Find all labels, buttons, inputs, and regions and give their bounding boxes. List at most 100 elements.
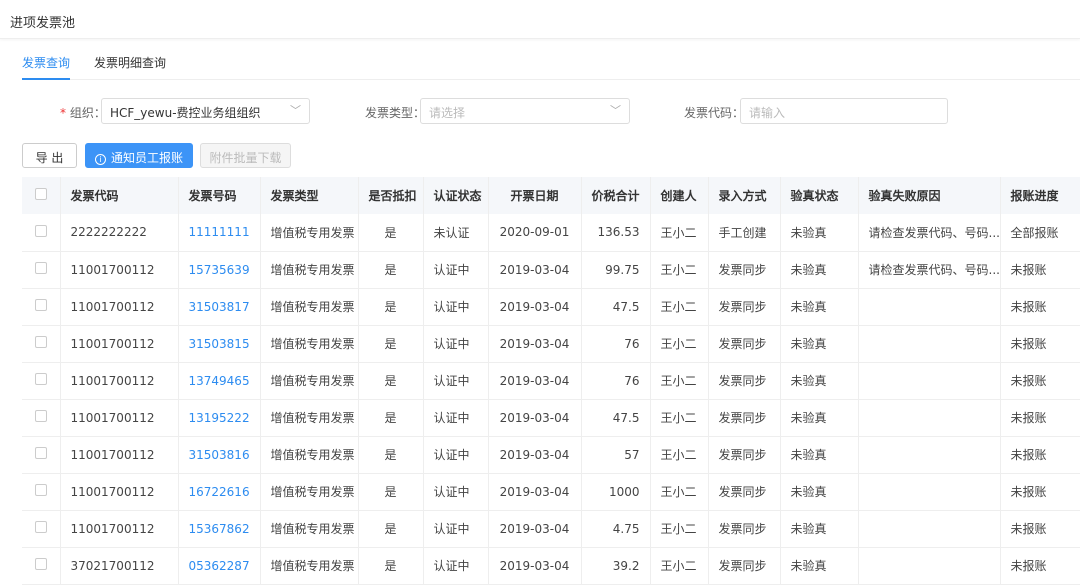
tab-invoice-query[interactable]: 发票查询: [22, 40, 71, 80]
table-cell: 增值税专用发票: [260, 510, 359, 548]
invoice-number-link[interactable]: 05362287: [178, 547, 261, 585]
table-row[interactable]: 11001700112 15735639 增值税专用发票是认证中 2019-03-04…: [22, 251, 1080, 289]
table-cell: 王小二: [650, 288, 709, 326]
row-checkbox[interactable]: [22, 473, 61, 511]
table-cell: 2019-03-04: [488, 362, 582, 400]
table-cell: 2020-09-01: [488, 214, 582, 252]
column-header: 是否抵扣: [358, 177, 424, 214]
table-cell: 认证中: [423, 547, 489, 585]
tab-invoice-detail-query[interactable]: 发票明细查询: [94, 56, 167, 70]
table-row[interactable]: 11001700112 13749465 增值税专用发票是认证中 2019-03-04…: [22, 362, 1080, 400]
table-cell: 认证中: [423, 399, 489, 437]
batch-download-button[interactable]: 附件批量下载: [200, 143, 291, 168]
invoice-table: 发票代码 发票号码 发票类型 是否抵扣 认证状态 开票日期 价税合计 创建人 录入方式 验真状态验…: [22, 177, 1080, 585]
table-cell: 认证中: [423, 325, 489, 363]
row-checkbox[interactable]: [22, 547, 61, 585]
table-cell: 是: [358, 362, 424, 400]
invoice-number-link[interactable]: 13195222: [178, 399, 261, 437]
table-cell: 57: [581, 436, 651, 474]
table-cell: 发票同步: [708, 510, 781, 548]
column-header: 录入方式: [708, 177, 781, 214]
row-checkbox[interactable]: [22, 436, 61, 474]
table-cell: 11001700112: [60, 251, 179, 289]
table-cell: [858, 510, 1001, 548]
table-cell: 王小二: [650, 325, 709, 363]
row-checkbox[interactable]: [22, 510, 61, 548]
invoice-number-link[interactable]: 15367862: [178, 510, 261, 548]
table-cell: 认证中: [423, 436, 489, 474]
invoice-number-link[interactable]: 13749465: [178, 362, 261, 400]
row-checkbox[interactable]: [22, 362, 61, 400]
table-cell: 增值税专用发票: [260, 288, 359, 326]
chevron-down-icon: ﹀: [290, 104, 301, 117]
table-cell: 增值税专用发票: [260, 473, 359, 511]
invoice-number-link[interactable]: 31503815: [178, 325, 261, 363]
table-cell: 增值税专用发票: [260, 214, 359, 252]
table-cell: 未验真: [780, 547, 859, 585]
table-cell: 4.75: [581, 510, 651, 548]
table-cell: 是: [358, 436, 424, 474]
org-select[interactable]: HCF_yewu-费控业务组组织 ﹀: [101, 98, 310, 124]
table-cell: [858, 325, 1001, 363]
table-cell: 2019-03-04: [488, 436, 582, 474]
table-cell: 是: [358, 473, 424, 511]
table-cell: 11001700112: [60, 473, 179, 511]
row-checkbox[interactable]: [22, 325, 61, 363]
table-cell: 11001700112: [60, 510, 179, 548]
invoice-number-link[interactable]: 31503816: [178, 436, 261, 474]
export-button[interactable]: 导 出: [22, 143, 77, 168]
table-cell: 增值税专用发票: [260, 436, 359, 474]
table-cell: 未报账: [1000, 510, 1080, 548]
table-cell: 76: [581, 325, 651, 363]
table-cell: 未报账: [1000, 325, 1080, 363]
table-row[interactable]: 11001700112 15367862 增值税专用发票是认证中 2019-03-04…: [22, 510, 1080, 548]
table-cell: 全部报账: [1000, 214, 1080, 252]
table-cell: 未报账: [1000, 251, 1080, 289]
row-checkbox[interactable]: [22, 251, 61, 289]
table-cell: 发票同步: [708, 325, 781, 363]
row-checkbox[interactable]: [22, 399, 61, 437]
table-header: 发票代码 发票号码 发票类型 是否抵扣 认证状态 开票日期 价税合计 创建人 录入方式 验真状态验…: [22, 177, 1080, 214]
table-row[interactable]: 11001700112 31503817 增值税专用发票是认证中 2019-03-04…: [22, 288, 1080, 326]
table-cell: 增值税专用发票: [260, 399, 359, 437]
invoice-code-input[interactable]: 请输入: [740, 98, 948, 124]
table-cell: 2019-03-04: [488, 325, 582, 363]
table-cell: 发票同步: [708, 251, 781, 289]
page-title: 进项发票池: [0, 0, 1080, 39]
invoice-number-link[interactable]: 11111111: [178, 214, 261, 252]
table-row[interactable]: 11001700112 31503816 增值税专用发票是认证中 2019-03-04…: [22, 436, 1080, 474]
invoice-number-link[interactable]: 31503817: [178, 288, 261, 326]
notify-employee-button[interactable]: i 通知员工报账: [85, 143, 193, 168]
column-header: 发票代码: [60, 177, 179, 214]
table-cell: 王小二: [650, 214, 709, 252]
table-row[interactable]: 11001700112 13195222 增值税专用发票是认证中 2019-03-04…: [22, 399, 1080, 437]
table-row[interactable]: 2222222222 11111111 增值税专用发票是未认证 2020-09-01 1…: [22, 214, 1080, 252]
column-header: 发票号码: [178, 177, 261, 214]
table-row[interactable]: 11001700112 16722616 增值税专用发票是认证中 2019-03-04…: [22, 473, 1080, 511]
table-cell: 发票同步: [708, 473, 781, 511]
table-row[interactable]: 11001700112 31503815 增值税专用发票是认证中 2019-03-04…: [22, 325, 1080, 363]
table-cell: 是: [358, 251, 424, 289]
invoice-type-select[interactable]: 请选择 ﹀: [420, 98, 630, 124]
table-cell: 发票同步: [708, 399, 781, 437]
row-checkbox[interactable]: [22, 214, 61, 252]
table-cell: 1000: [581, 473, 651, 511]
table-cell: [858, 547, 1001, 585]
table-cell: 请检查发票代码、号码...: [858, 251, 1001, 289]
table-cell: 47.5: [581, 399, 651, 437]
table-cell: 增值税专用发票: [260, 251, 359, 289]
table-cell: 2019-03-04: [488, 288, 582, 326]
row-checkbox[interactable]: [22, 288, 61, 326]
select-all-checkbox[interactable]: [22, 177, 61, 214]
invoice-number-link[interactable]: 16722616: [178, 473, 261, 511]
table-cell: [858, 399, 1001, 437]
org-label: * 组织：: [60, 104, 106, 121]
invoice-number-link[interactable]: 15735639: [178, 251, 261, 289]
table-cell: 未验真: [780, 288, 859, 326]
table-row[interactable]: 37021700112 05362287 增值税专用发票是认证中 2019-03-04…: [22, 547, 1080, 585]
table-cell: 发票同步: [708, 362, 781, 400]
table-cell: 发票同步: [708, 547, 781, 585]
org-label-text: 组织：: [69, 106, 106, 120]
table-cell: 是: [358, 399, 424, 437]
table-cell: 是: [358, 547, 424, 585]
